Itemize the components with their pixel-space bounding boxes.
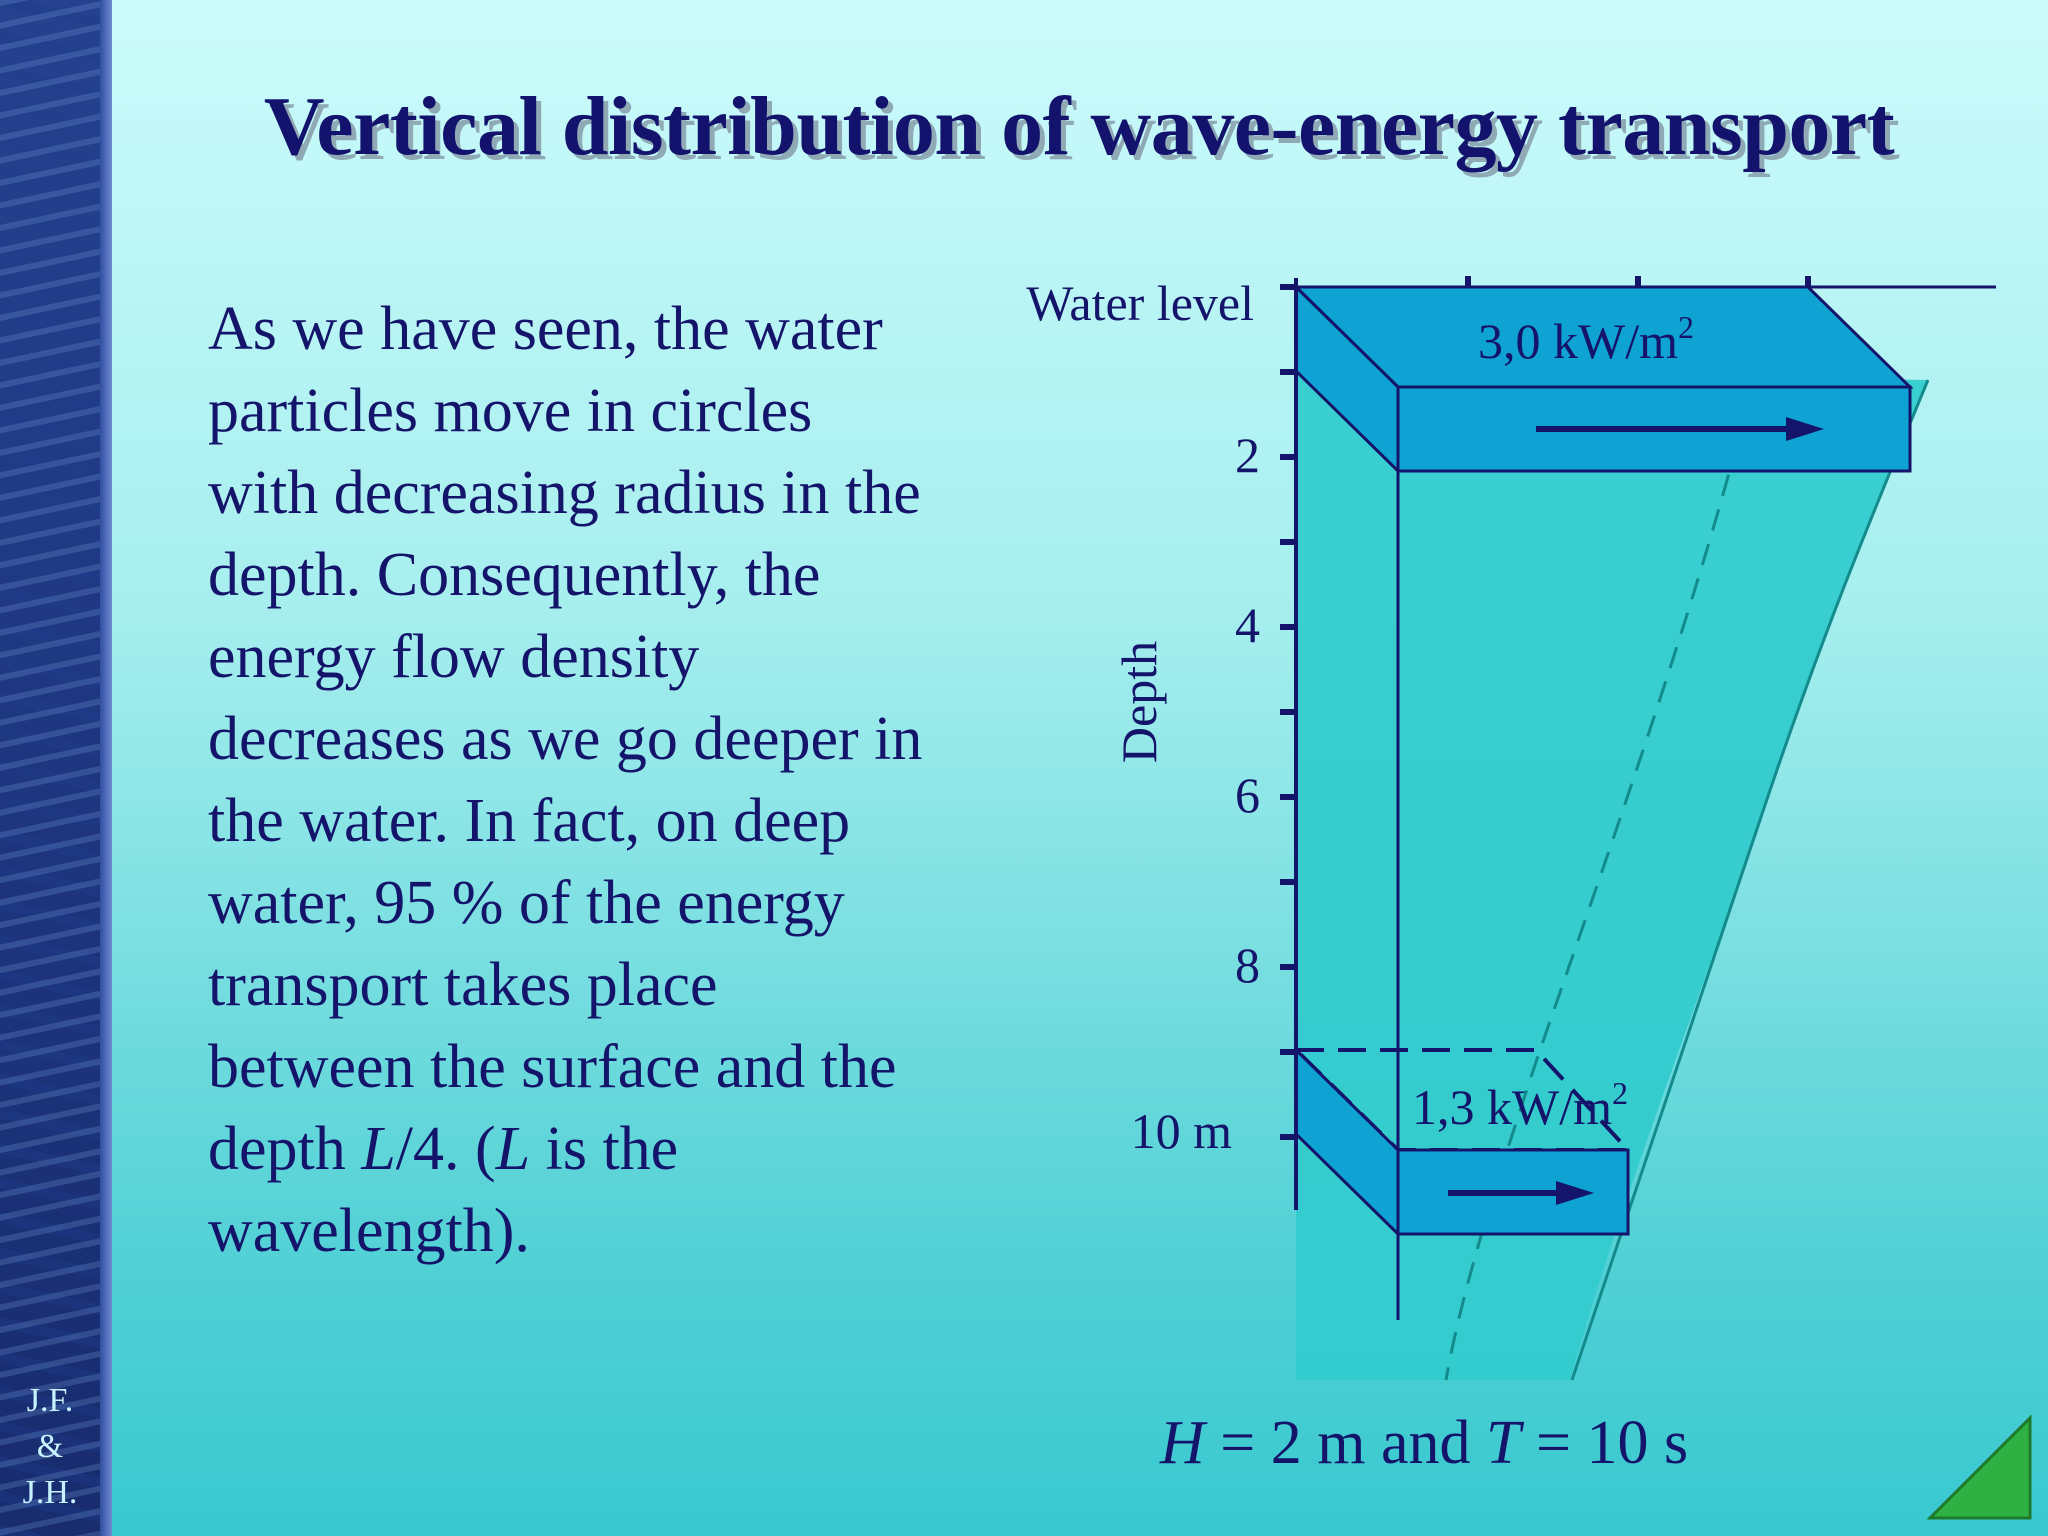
ocean-sidebar: [0, 0, 112, 1536]
period-symbol: T: [1486, 1409, 1521, 1477]
depth-axis-ticks: [1280, 284, 1296, 1140]
next-slide-button[interactable]: [1926, 1414, 2034, 1522]
author-credit: J.F. & J.H.: [0, 1378, 100, 1516]
slide-title: Vertical distribution of wave-energy tra…: [263, 80, 1895, 173]
bottom-flux-label: 1,3 kW/m2: [1412, 1075, 1628, 1135]
depth-tick-label: 4: [1235, 597, 1260, 653]
bottom-flow-arrowhead: [1556, 1181, 1594, 1205]
energy-wedge: [1296, 370, 1928, 1380]
height-symbol: H: [1160, 1409, 1205, 1477]
credit-line: J.F.: [26, 1382, 74, 1419]
body-paragraph: As we have seen, the water particles mov…: [208, 288, 928, 1272]
sidebar-edge: [100, 0, 112, 1536]
caption-text: = 10 s: [1520, 1409, 1689, 1477]
caption-text: = 2 m and: [1204, 1409, 1486, 1477]
body-text-part: /4. (: [395, 1115, 496, 1183]
credit-line: &: [36, 1428, 64, 1465]
credit-line: J.H.: [22, 1474, 78, 1511]
depth-tick-label: 8: [1235, 937, 1260, 993]
body-text-part: is the wavelength).: [208, 1115, 679, 1265]
wavelength-symbol: L: [361, 1115, 396, 1183]
depth-tick-label: 6: [1235, 767, 1260, 823]
body-text-part: As we have seen, the water particles mov…: [208, 295, 923, 1183]
quarter-depth-line: [1444, 439, 1740, 1381]
wedge-boundary: [1570, 379, 1930, 1381]
depth-tick-label: 2: [1235, 427, 1260, 483]
wave-parameters-caption: H = 2 m and T = 10 s: [1160, 1408, 1760, 1479]
depth-axis-label: Depth: [1111, 641, 1167, 763]
water-level-label: Water level: [1026, 275, 1254, 331]
top-flux-label: 3,0 kW/m2: [1478, 309, 1694, 369]
top-flow-arrowhead: [1786, 417, 1824, 441]
wavelength-symbol: L: [495, 1115, 531, 1183]
triangle-next-icon: [1926, 1414, 2032, 1520]
depth-tick-label: 10 m: [1131, 1103, 1233, 1159]
